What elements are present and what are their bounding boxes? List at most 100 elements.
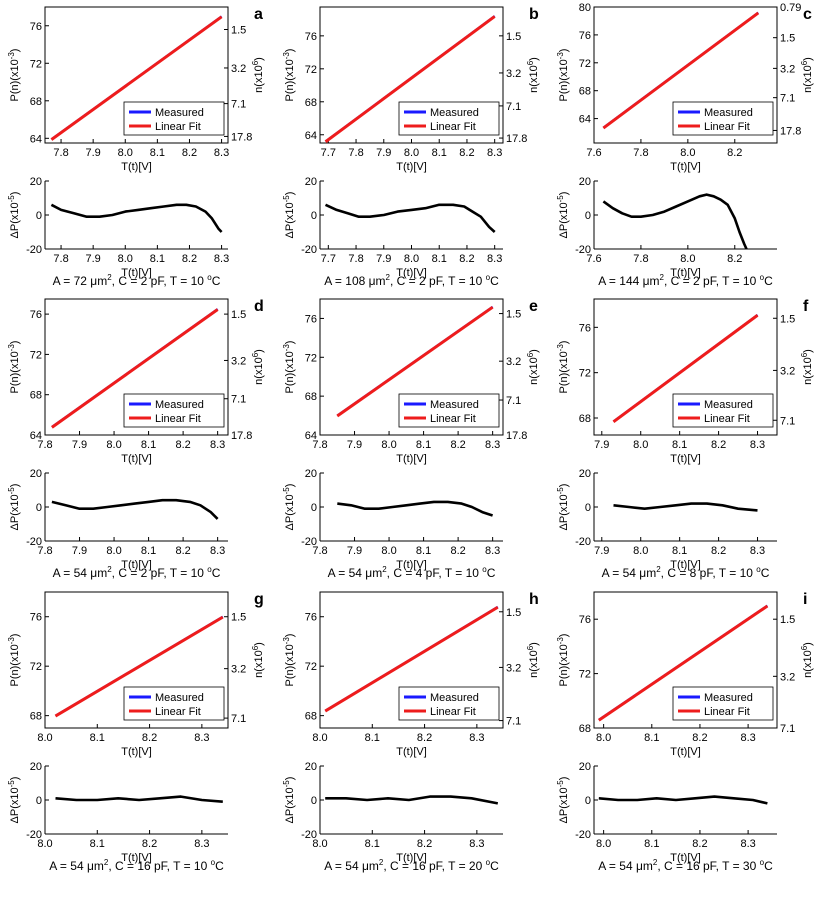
residual-axis-label: ΔP(x10-5) [7,192,21,239]
n-tick-label: 1.5 [780,33,795,45]
n-tick-label: 3.2 [780,671,795,683]
residual-x-tick-label: 8.3 [210,545,225,557]
panel-caption: A = 54 μm2, C = 4 pF, T = 10 oC [328,565,496,580]
n-tick-label: 3.2 [231,355,246,367]
residual-x-tick-label: 8.0 [633,545,648,557]
p-axis-label: P(n)(x10-3) [556,49,570,102]
n-axis-label: n(x106) [251,349,265,385]
legend-box [672,686,774,721]
panel-a: 7.8 7.9 8.0 8.1 8.2 8.3 64 68 72 76 1.5 3.2 7.1 17.8 M… [7,6,265,288]
n-tick-label: 3.2 [506,356,521,368]
n-tick-label: 1.5 [231,25,246,37]
x-axis-label: T(t)[V] [121,746,152,758]
n-axis-label: n(x106) [800,642,814,678]
y-tick-label: 76 [305,31,317,43]
x-tick-label: 8.1 [90,732,105,744]
y-tick-label: 76 [305,313,317,325]
residual-y-tick-label: 20 [305,761,317,773]
panel-d: 7.8 7.9 8.0 8.1 8.2 8.3 64 68 72 76 1.5 3.2 7.1 17.8 M… [7,298,265,580]
legend: Measured Linear Fit [123,393,225,428]
panel-f: 7.9 8.0 8.1 8.2 8.3 68 72 76 1.5 3.2 7.1 Measured Li… [556,298,814,580]
x-axis-label: T(t)[V] [670,453,701,465]
y-tick-label: 72 [30,661,42,673]
residual-y-tick-label: 20 [305,468,317,480]
residual-x-tick-label: 8.2 [711,545,726,557]
x-tick-label: 8.2 [711,439,726,451]
panel-letter: d [254,298,264,315]
legend-fit-label: Linear Fit [155,121,201,133]
legend-fit-label: Linear Fit [430,121,476,133]
n-tick-label: 7.1 [780,415,795,427]
n-axis-label: n(x106) [526,642,540,678]
n-tick-label: 17.8 [231,430,252,442]
y-tick-label: 68 [30,390,42,402]
x-tick-label: 8.1 [644,732,659,744]
residual-x-tick-label: 8.2 [182,253,197,265]
residual-x-tick-label: 7.7 [321,253,336,265]
top-plot-frame [593,298,778,436]
residual-y-tick-label: 0 [311,795,317,807]
residual-x-axis-label: T(t)[V] [396,559,427,571]
residual-y-tick-label: 0 [36,210,42,222]
p-axis-label: P(n)(x10-3) [556,341,570,394]
legend-box [398,393,500,428]
residual-x-tick-label: 8.0 [37,838,52,850]
x-tick-label: 8.1 [365,732,380,744]
x-tick-label: 7.9 [347,439,362,451]
x-tick-label: 8.2 [175,439,190,451]
linear-fit-line [50,15,223,141]
residual-y-tick-label: 0 [585,502,591,514]
n-tick-label: 7.1 [780,723,795,735]
n-tick-label: 17.8 [780,125,801,137]
y-tick-label: 68 [305,391,317,403]
panel-b: 7.7 7.8 7.9 8.0 8.1 8.2 8.3 64 68 72 76 1.5 3.2 7.1 17… [282,6,540,288]
panel-caption: A = 54 μm2, C = 16 pF, T = 30 oC [598,858,773,873]
residual-y-tick-label: 20 [579,761,591,773]
residual-x-tick-label: 8.0 [680,253,695,265]
n-tick-label: 1.5 [506,309,521,321]
legend-measured-label: Measured [155,399,204,411]
x-tick-label: 8.1 [150,147,165,159]
residual-x-tick-label: 8.1 [365,838,380,850]
x-tick-label: 7.8 [53,147,68,159]
n-axis-label: n(x106) [526,349,540,385]
residual-x-tick-label: 8.1 [644,838,659,850]
y-tick-label: 76 [30,612,42,624]
legend: Measured Linear Fit [398,101,500,136]
residual-x-tick-label: 7.8 [53,253,68,265]
residual-line [598,795,768,805]
n-tick-label: 3.2 [780,365,795,377]
n-tick-label: 0.79 [780,2,801,14]
residual-axis-label: ΔP(x10-5) [556,484,570,531]
residual-x-tick-label: 8.2 [175,545,190,557]
residual-y-tick-label: 0 [585,210,591,222]
panel-i: 8.0 8.1 8.2 8.3 68 72 76 1.5 3.2 7.1 Measured Linea… [556,591,814,873]
residual-y-tick-label: 20 [30,176,42,188]
y-tick-label: 72 [579,368,591,380]
x-tick-label: 8.3 [485,439,500,451]
p-axis-label: P(n)(x10-3) [556,634,570,687]
residual-x-axis-label: T(t)[V] [670,559,701,571]
x-tick-label: 7.9 [594,439,609,451]
p-axis-label: P(n)(x10-3) [282,634,296,687]
residual-x-tick-label: 8.1 [150,253,165,265]
n-tick-label: 7.1 [506,101,521,113]
panel-letter: e [529,298,538,315]
residual-x-tick-label: 8.0 [106,545,121,557]
residual-x-tick-label: 7.9 [376,253,391,265]
x-axis-label: T(t)[V] [670,161,701,173]
residual-axis-label: ΔP(x10-5) [282,484,296,531]
x-tick-label: 8.0 [37,732,52,744]
y-tick-label: 76 [305,612,317,624]
residual-x-tick-label: 8.3 [469,838,484,850]
linear-fit-line [597,604,769,722]
x-tick-label: 8.2 [450,439,465,451]
legend-measured-label: Measured [704,399,753,411]
top-plot-frame [44,591,229,729]
top-plot-frame [44,6,229,144]
linear-fit-line [336,305,494,418]
x-tick-label: 7.7 [321,147,336,159]
panel-letter: b [529,6,539,23]
residual-x-tick-label: 8.1 [672,545,687,557]
